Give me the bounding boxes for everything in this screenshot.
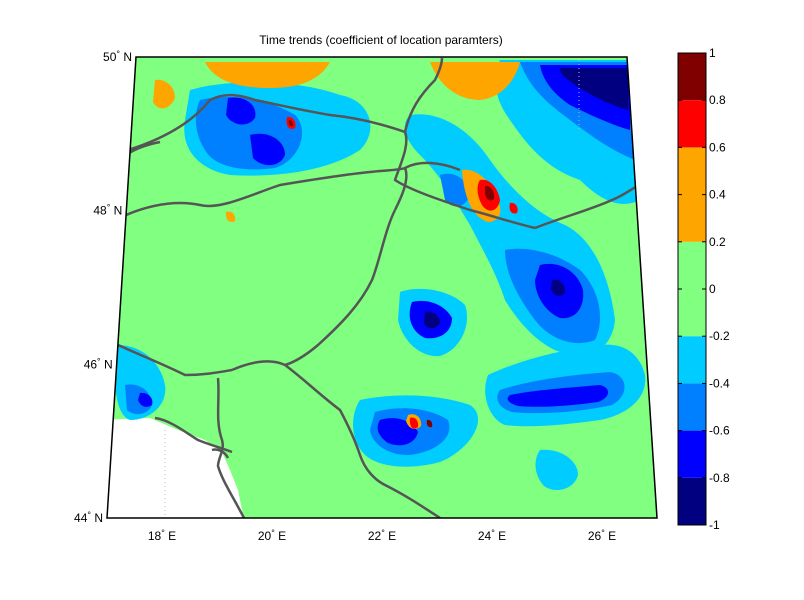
lon-tick-22-degree: 22	[368, 529, 382, 543]
lon-tick-20: 20° E	[258, 528, 286, 543]
colorbar-tick-label: 0.2	[709, 235, 726, 249]
colorbar-band-2	[678, 383, 706, 431]
map-frame	[106, 56, 658, 519]
lat-tick-48-degree-sign: °	[107, 203, 111, 213]
lon-tick-20-degree-sign: °	[271, 528, 275, 538]
lon-tick-24: 24° E	[478, 528, 506, 543]
lat-tick-46: 46° N	[84, 356, 113, 371]
colorbar-band-0	[678, 477, 706, 525]
lon-tick-24-hemisphere: E	[495, 529, 506, 543]
lat-tick-44-degree-sign: °	[87, 510, 91, 520]
lat-tick-48-hemisphere: N	[110, 204, 122, 218]
colorbar-tick-label: 0	[709, 282, 716, 296]
lat-tick-46-degree: 46	[84, 357, 98, 371]
colorbar-band-4	[678, 241, 706, 337]
lon-tick-22: 22° E	[368, 528, 396, 543]
colorbar-tick-label: 1	[709, 46, 716, 60]
colorbar-tick-labels: 1 0.8 0.6 0.4 0.2 0 -0.2 -0.4 -0.6 -0.8 -1	[678, 46, 730, 532]
contour-level-minus-0.8	[424, 68, 628, 329]
lon-tick-26: 26° E	[588, 528, 616, 543]
colorbar-tick-label: -1	[709, 518, 720, 532]
map-area	[107, 57, 657, 518]
lat-tick-50: 50° N	[103, 49, 132, 64]
contour-level-plus-0.2	[153, 62, 520, 429]
lat-tick-48: 48° N	[93, 203, 122, 218]
colorbar	[678, 53, 706, 525]
lat-tick-46-hemisphere: N	[101, 357, 113, 371]
lat-tick-44-degree: 44	[74, 511, 88, 525]
colorbar-tick-label: -0.2	[709, 329, 730, 343]
lon-tick-26-degree: 26	[588, 529, 602, 543]
lat-tick-50-degree: 50	[103, 50, 117, 64]
lon-tick-26-hemisphere: E	[605, 529, 616, 543]
colorbar-tick-label: 0.4	[709, 188, 726, 202]
lat-tick-50-hemisphere: N	[120, 50, 132, 64]
lon-tick-18-degree: 18	[148, 529, 162, 543]
graticule	[164, 60, 580, 518]
lat-tick-44-hemisphere: N	[91, 511, 103, 525]
lon-tick-18-hemisphere: E	[165, 529, 176, 543]
colorbar-band-7	[678, 53, 706, 101]
lon-tick-22-degree-sign: °	[381, 528, 385, 538]
contour-level-plus-0.8	[288, 120, 495, 428]
colorbar-band-5	[678, 147, 706, 242]
colorbar-band-1	[678, 430, 706, 478]
chart-title: Time trends (coefficient of location par…	[259, 33, 502, 47]
lat-tick-50-degree-sign: °	[116, 49, 120, 59]
latitude-tick-labels: 50° N48° N46° N44° N	[74, 49, 132, 525]
colorbar-band-3	[678, 336, 706, 384]
lon-tick-26-degree-sign: °	[601, 528, 605, 538]
lon-tick-24-degree-sign: °	[491, 528, 495, 538]
lat-tick-44: 44° N	[74, 510, 103, 525]
country-borders	[117, 57, 641, 518]
colorbar-tick-label: -0.8	[709, 471, 730, 485]
colorbar-tick-label: 0.8	[709, 93, 726, 107]
colorbar-tick-label: -0.4	[709, 376, 730, 390]
longitude-tick-labels: 18° E 20° E 22° E 24° E 26° E	[148, 528, 616, 543]
colorbar-tick-label: -0.6	[709, 424, 730, 438]
lat-tick-46-degree-sign: °	[97, 356, 101, 366]
colorbar-band-6	[678, 100, 706, 148]
lon-tick-18: 18° E	[148, 528, 176, 543]
lon-tick-22-hemisphere: E	[385, 529, 396, 543]
lon-tick-20-degree: 20	[258, 529, 272, 543]
lon-tick-24-degree: 24	[478, 529, 492, 543]
lon-tick-18-degree-sign: °	[161, 528, 165, 538]
colorbar-tick-label: 0.6	[709, 140, 726, 154]
lon-tick-20-hemisphere: E	[275, 529, 286, 543]
lat-tick-48-degree: 48	[93, 204, 107, 218]
